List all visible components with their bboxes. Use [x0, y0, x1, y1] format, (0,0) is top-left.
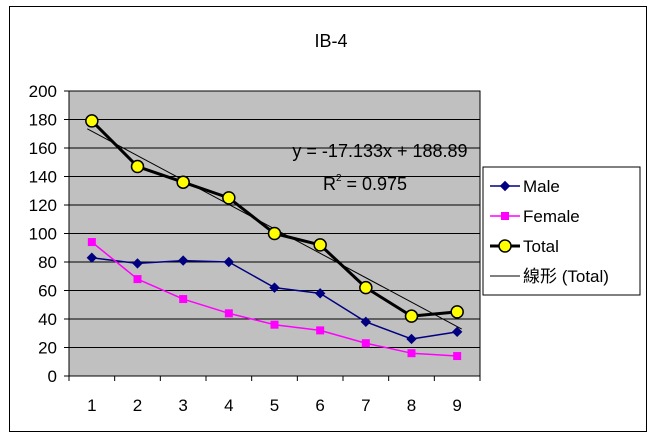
total-point — [176, 175, 190, 189]
legend-label: Total — [523, 237, 559, 256]
x-tick-label: 3 — [178, 396, 187, 415]
r-squared-label: R2 = 0.975 — [323, 173, 407, 194]
x-tick-label: 2 — [133, 396, 142, 415]
legend-item-trendline: 線形 (Total) — [490, 267, 609, 286]
legend: Male Female Total 線形 (Total) — [482, 166, 641, 296]
female-point — [453, 352, 462, 361]
x-tick-label: 1 — [87, 396, 96, 415]
male-point — [223, 256, 235, 268]
x-tick-label: 6 — [315, 396, 324, 415]
total-point — [130, 159, 145, 174]
series-female — [87, 238, 462, 361]
male-point — [360, 316, 372, 328]
total-point — [313, 238, 327, 252]
x-tick-label: 5 — [270, 396, 279, 415]
female-point — [407, 349, 416, 358]
female-point — [87, 238, 96, 247]
series-male — [86, 252, 463, 345]
total-point — [359, 280, 373, 295]
legend-box — [482, 166, 641, 296]
male-point — [451, 326, 463, 338]
series-total — [85, 114, 464, 323]
legend-label: Male — [523, 177, 560, 196]
x-tick-label: 7 — [361, 396, 370, 415]
female-point — [179, 295, 188, 304]
legend-item-total: Total — [490, 237, 559, 256]
y-tick-label: 200 — [29, 82, 57, 101]
total-point — [404, 309, 419, 323]
male-point — [406, 333, 417, 345]
x-tick-label: 4 — [224, 396, 233, 415]
male-point — [86, 252, 98, 263]
y-tick-label: 20 — [38, 339, 57, 358]
legend-label: 線形 (Total) — [523, 267, 609, 286]
female-point — [270, 320, 279, 329]
total-point — [267, 226, 282, 241]
male-point — [132, 258, 143, 269]
y-tick-label: 120 — [29, 196, 57, 215]
legend-item-female: Female — [490, 207, 580, 226]
x-tick-label: 8 — [407, 396, 416, 415]
legend-label: Female — [523, 207, 580, 226]
total-point — [450, 305, 464, 319]
y-tick-label: 180 — [29, 111, 57, 130]
y-tick-label: 60 — [38, 282, 57, 301]
male-point — [269, 282, 280, 293]
y-tick-label: 160 — [29, 139, 57, 158]
y-tick-label: 40 — [38, 310, 57, 329]
trendline-equation: y = -17.133x + 188.89 — [292, 141, 467, 161]
y-tick-label: 80 — [38, 253, 57, 272]
x-tick-label: 9 — [452, 396, 461, 415]
total-point — [222, 191, 236, 205]
female-point — [133, 275, 142, 284]
legend-marker — [501, 212, 509, 220]
y-tick-label: 0 — [48, 367, 57, 386]
female-point — [361, 339, 370, 348]
male-point — [314, 288, 326, 299]
female-point — [316, 326, 325, 335]
legend-marker — [498, 239, 512, 253]
chart-title: IB-4 — [314, 31, 347, 51]
legend-marker — [499, 180, 511, 192]
total-point — [85, 114, 99, 128]
series-layer — [85, 114, 464, 361]
trendline-annotation: y = -17.133x + 188.89 R2 = 0.975 — [292, 141, 467, 194]
female-point — [224, 309, 233, 318]
male-point — [177, 255, 189, 266]
y-tick-label: 100 — [29, 225, 57, 244]
legend-item-male: Male — [490, 177, 560, 196]
y-tick-label: 140 — [29, 168, 57, 187]
axes: 0 20 40 60 80 100 120 140 160 180 200 1 2 3 4 5 6 7 8 9 — [29, 82, 481, 415]
